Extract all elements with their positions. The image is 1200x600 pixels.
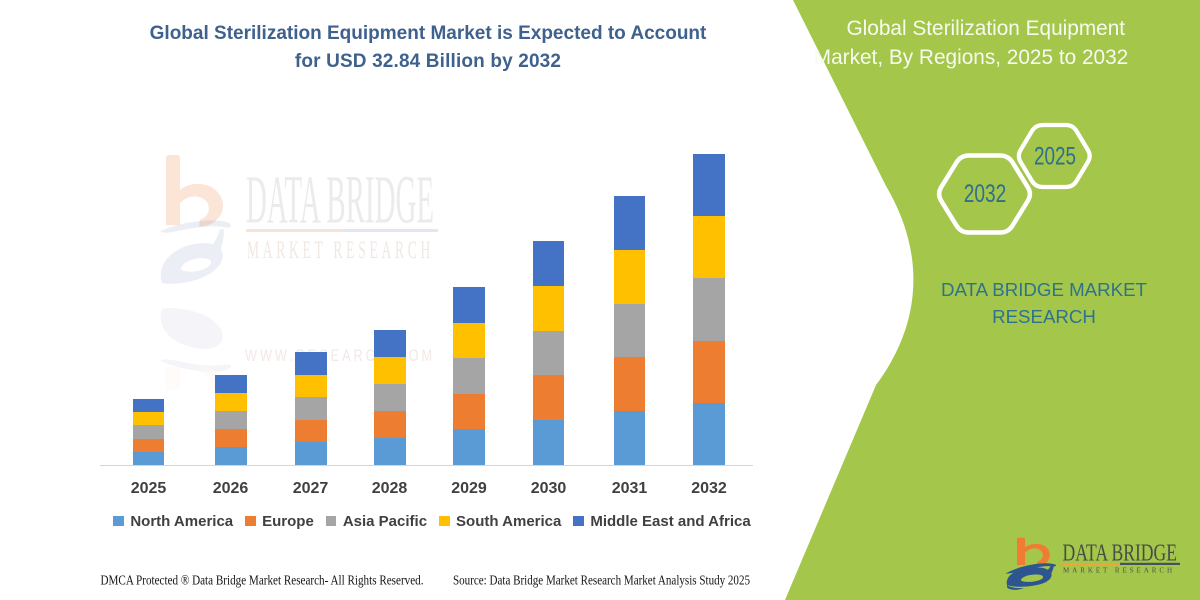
svg-text:WWW.RESEARCH.COM: WWW.RESEARCH.COM (245, 346, 435, 365)
svg-text:2032: 2032 (964, 180, 1007, 208)
svg-text:DMCA Protected ® Data Bridge M: DMCA Protected ® Data Bridge Market Rese… (101, 574, 424, 589)
svg-text:MARKET RESEARCH: MARKET RESEARCH (247, 235, 434, 264)
svg-text:Source: Data Bridge Market Res: Source: Data Bridge Market Research Mark… (453, 574, 750, 589)
svg-text:DATA BRIDGE: DATA BRIDGE (246, 161, 434, 237)
svg-text:DATA BRIDGE: DATA BRIDGE (1063, 540, 1178, 567)
svg-text:2025: 2025 (1034, 144, 1076, 171)
svg-text:MARKET RESEARCH: MARKET RESEARCH (1063, 567, 1175, 575)
